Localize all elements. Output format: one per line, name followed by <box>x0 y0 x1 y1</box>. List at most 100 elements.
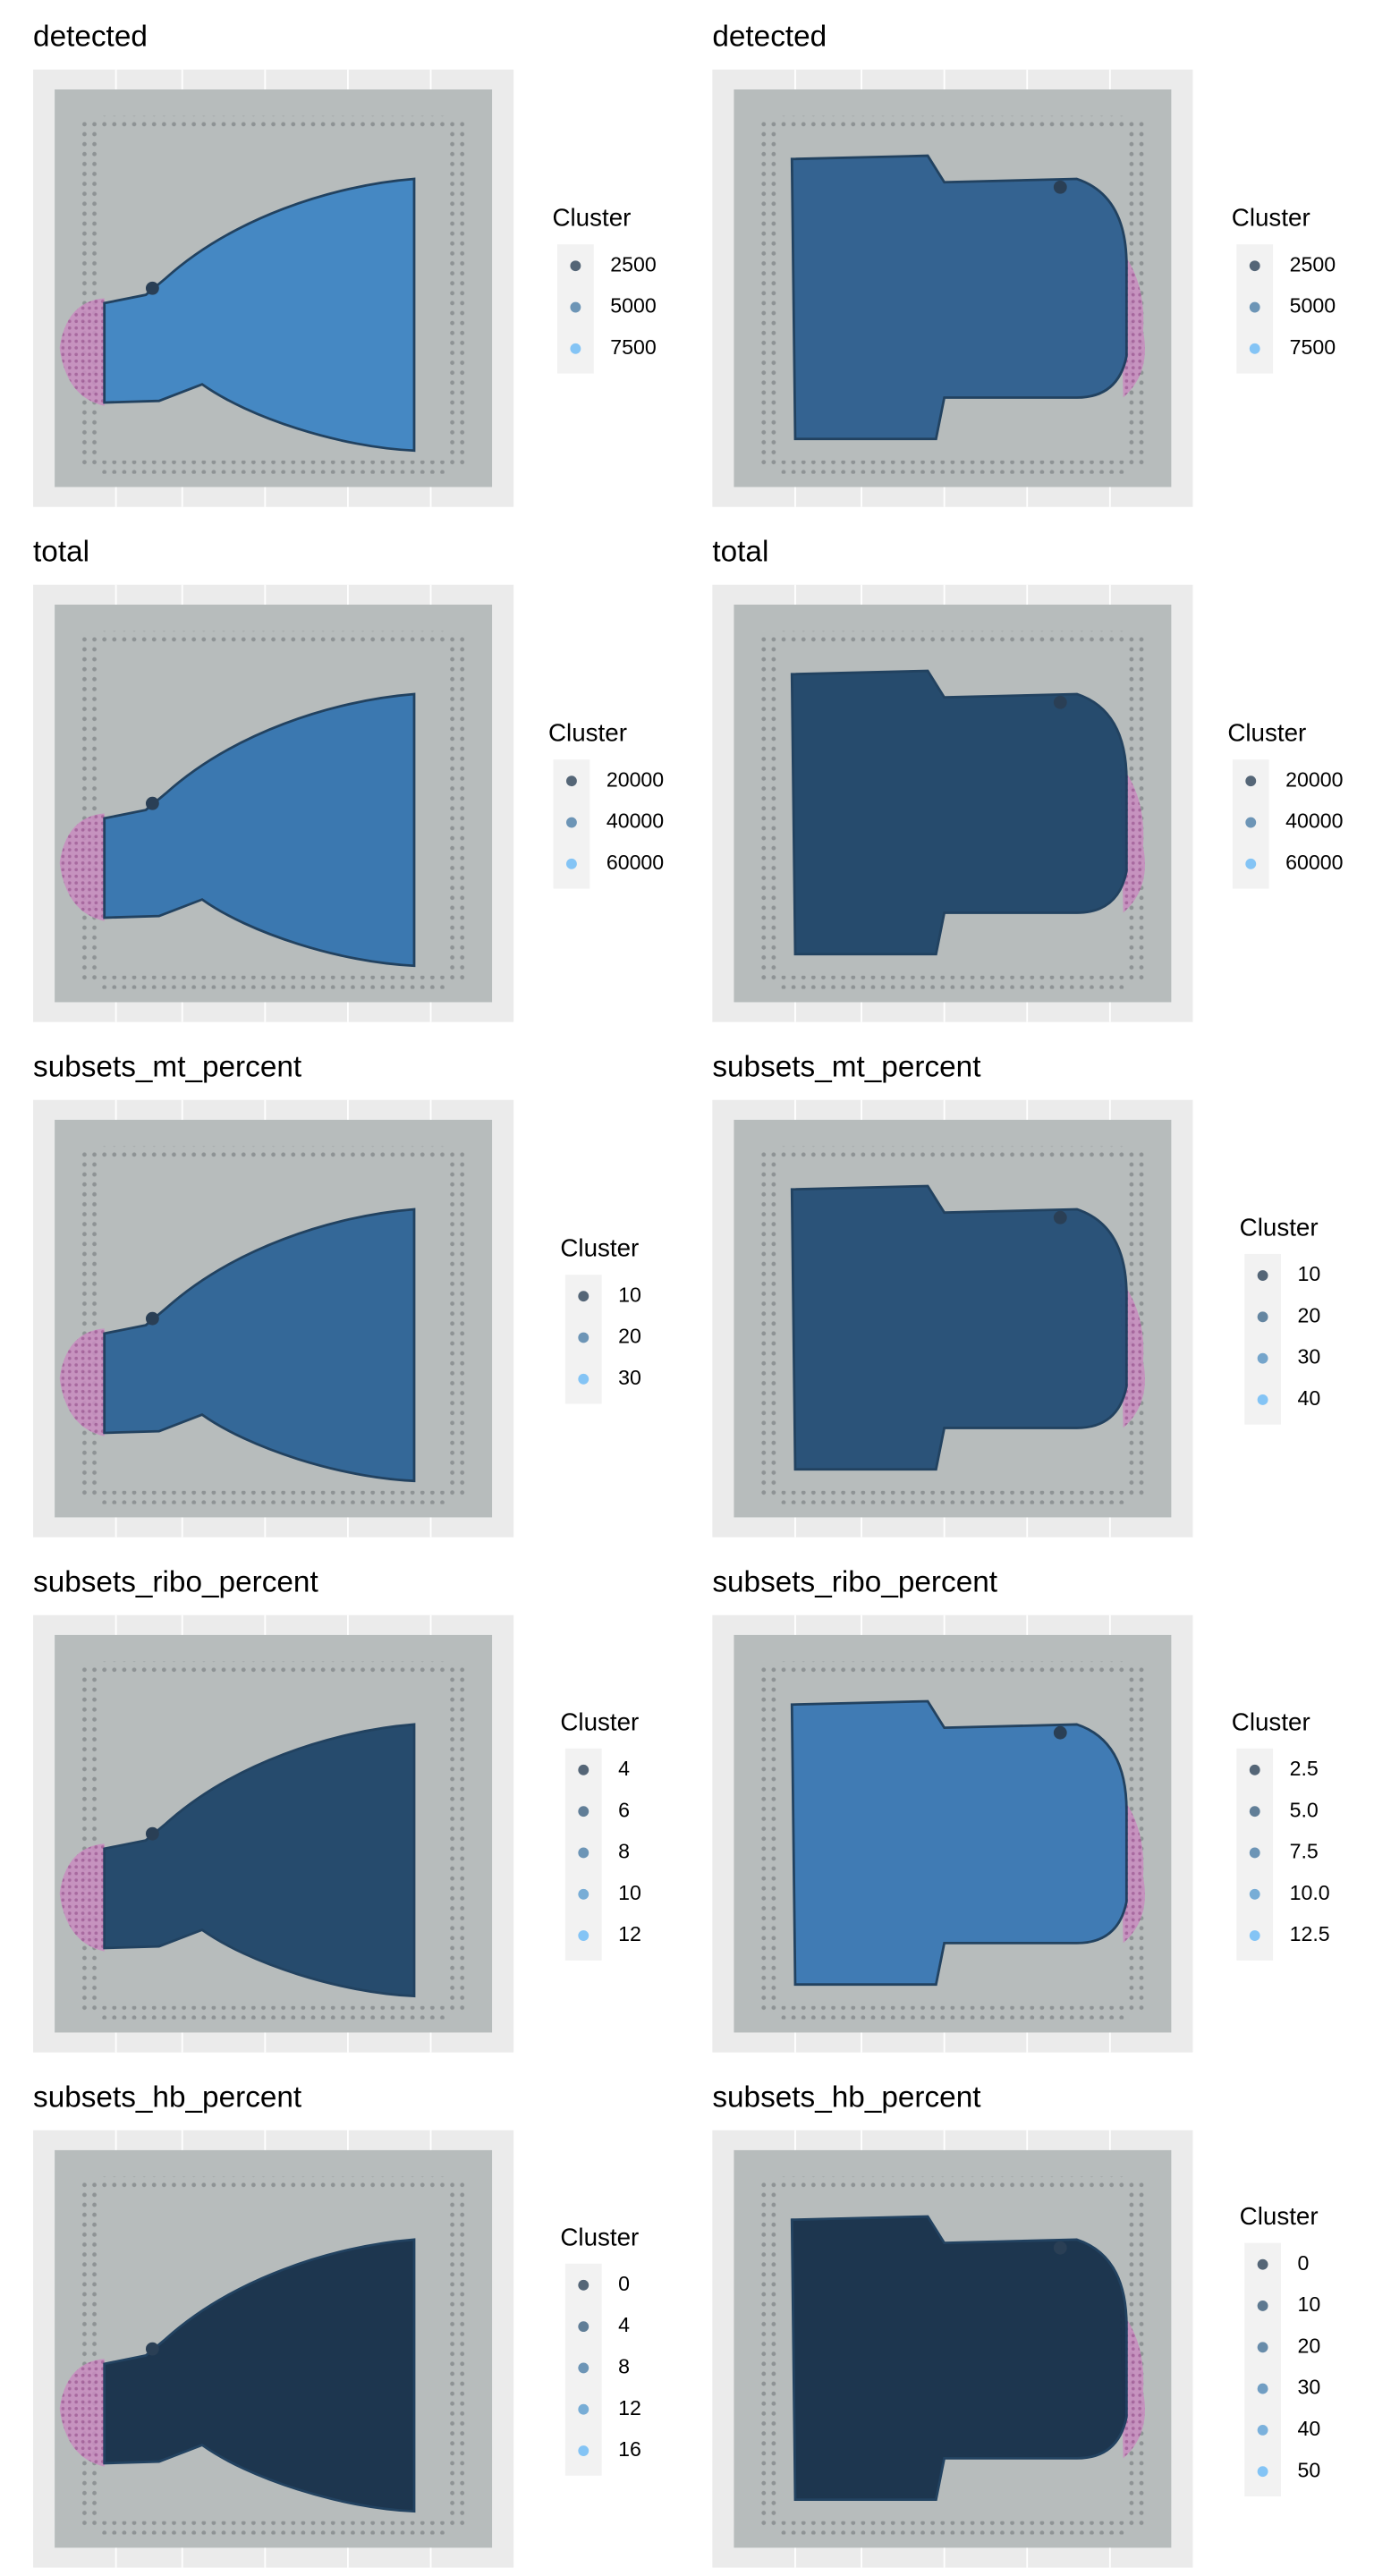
legend-key <box>1257 2383 1268 2394</box>
legend-label: 30 <box>618 1366 641 1389</box>
tissue-spot <box>1053 1210 1067 1224</box>
legend-key <box>578 2403 589 2415</box>
legend-key-bg <box>1244 2242 1281 2496</box>
panel: subsets_hb_percent Cluster 0 10 20 30 40 50 <box>712 2080 1320 2568</box>
legend-key <box>1257 2301 1268 2311</box>
legend-label: 20 <box>1297 1303 1320 1326</box>
legend-key <box>578 1888 589 1900</box>
legend-label: 5.0 <box>1290 1798 1319 1821</box>
legend-label: 5000 <box>610 294 656 318</box>
legend-label: 6 <box>618 1798 630 1821</box>
legend-key <box>578 1806 589 1818</box>
panel-title: total <box>712 535 768 568</box>
legend-title: Cluster <box>1232 204 1310 232</box>
panel: detected Cluster 2500 5000 7500 <box>712 20 1336 507</box>
tissue-pink <box>59 2359 105 2467</box>
tissue-spots <box>790 1184 1128 1471</box>
legend-key <box>1249 1888 1260 1900</box>
legend-label: 12.5 <box>1290 1922 1330 1945</box>
legend-key <box>1249 301 1260 313</box>
legend-label: 20000 <box>606 767 664 791</box>
panel: subsets_mt_percent Cluster 10 20 30 <box>33 1050 641 1538</box>
legend-label: 16 <box>618 2437 641 2461</box>
panel: detected Cluster 2500 5000 7500 <box>33 20 657 507</box>
panel-title: subsets_mt_percent <box>33 1050 302 1083</box>
fiducial-bottom <box>778 2521 1127 2535</box>
panel-title: subsets_mt_percent <box>712 1050 981 1083</box>
tissue-spot <box>145 2342 159 2356</box>
legend-key <box>1245 775 1257 787</box>
legend-title: Cluster <box>560 1234 639 1262</box>
tissue-spot <box>1053 695 1067 709</box>
panel-title: detected <box>712 20 827 53</box>
fiducial-top <box>778 631 1127 645</box>
legend-title: Cluster <box>1227 719 1306 747</box>
fiducial-bottom <box>778 1490 1127 1504</box>
legend-key <box>1257 2342 1268 2353</box>
legend-title: Cluster <box>1240 2202 1319 2230</box>
panel: subsets_ribo_percent Cluster 4 6 8 10 12 <box>33 1565 641 2053</box>
legend-label: 2500 <box>610 252 656 275</box>
fiducial-right <box>447 1665 468 2013</box>
legend-key <box>566 817 577 828</box>
legend-key <box>578 1291 589 1302</box>
legend-key <box>570 343 581 354</box>
legend-key <box>570 301 581 313</box>
legend-label: 20 <box>618 1325 641 1348</box>
fiducial-bottom <box>778 975 1127 989</box>
legend-label: 0 <box>1297 2251 1309 2275</box>
legend-title: Cluster <box>548 719 627 747</box>
panel-title: subsets_hb_percent <box>33 2080 302 2114</box>
fiducial-left <box>759 634 779 983</box>
legend-label: 60000 <box>1285 851 1343 874</box>
fiducial-right <box>447 2180 468 2529</box>
legend-label: 12 <box>618 1922 641 1945</box>
fiducial-left <box>759 2180 779 2529</box>
legend-label: 4 <box>618 1757 630 1780</box>
legend-key <box>1249 1930 1260 1941</box>
legend-key <box>566 775 577 787</box>
legend-label: 30 <box>1297 1345 1320 1368</box>
legend-key <box>1257 2258 1268 2270</box>
tissue-spots <box>790 669 1128 956</box>
fiducial-top <box>778 1661 1127 1675</box>
tissue-spots <box>103 1208 416 1483</box>
fiducial-top <box>99 631 448 645</box>
tissue-spots <box>790 154 1128 441</box>
tissue-spot <box>145 281 159 295</box>
legend-key <box>1257 2424 1268 2436</box>
panel-title: subsets_ribo_percent <box>712 1565 997 1598</box>
legend-key <box>1257 1270 1268 1281</box>
tissue-spot <box>1053 180 1067 194</box>
fiducial-bottom <box>99 1490 448 1504</box>
tissue-pink <box>59 1328 105 1436</box>
legend-key <box>578 2362 589 2374</box>
legend-key <box>578 1332 589 1343</box>
fiducial-left <box>79 119 100 468</box>
legend-key <box>578 1764 589 1775</box>
panel-title: detected <box>33 20 148 53</box>
fiducial-left <box>759 1665 779 2013</box>
legend-label: 4 <box>618 2313 630 2336</box>
tissue-spots <box>103 2238 416 2513</box>
legend-key <box>1245 817 1257 828</box>
legend-label: 5000 <box>1290 294 1336 318</box>
legend-label: 7500 <box>610 335 656 359</box>
legend-key <box>578 2279 589 2291</box>
fiducial-top <box>778 1146 1127 1160</box>
legend-label: 10 <box>618 1881 641 1904</box>
legend-label: 40000 <box>1285 809 1343 833</box>
legend-label: 2.5 <box>1290 1757 1319 1780</box>
fiducial-left <box>79 634 100 983</box>
legend-title: Cluster <box>552 204 631 232</box>
panel: subsets_mt_percent Cluster 10 20 30 40 <box>712 1050 1320 1538</box>
fiducial-top <box>778 115 1127 130</box>
fiducial-right <box>447 634 468 983</box>
fiducial-top <box>99 2176 448 2190</box>
legend-key <box>578 2321 589 2333</box>
tissue-spot <box>145 796 159 810</box>
legend-label: 0 <box>618 2272 630 2295</box>
fiducial-bottom <box>778 2005 1127 2020</box>
fiducial-left <box>79 2180 100 2529</box>
legend-title: Cluster <box>1240 1214 1319 1241</box>
